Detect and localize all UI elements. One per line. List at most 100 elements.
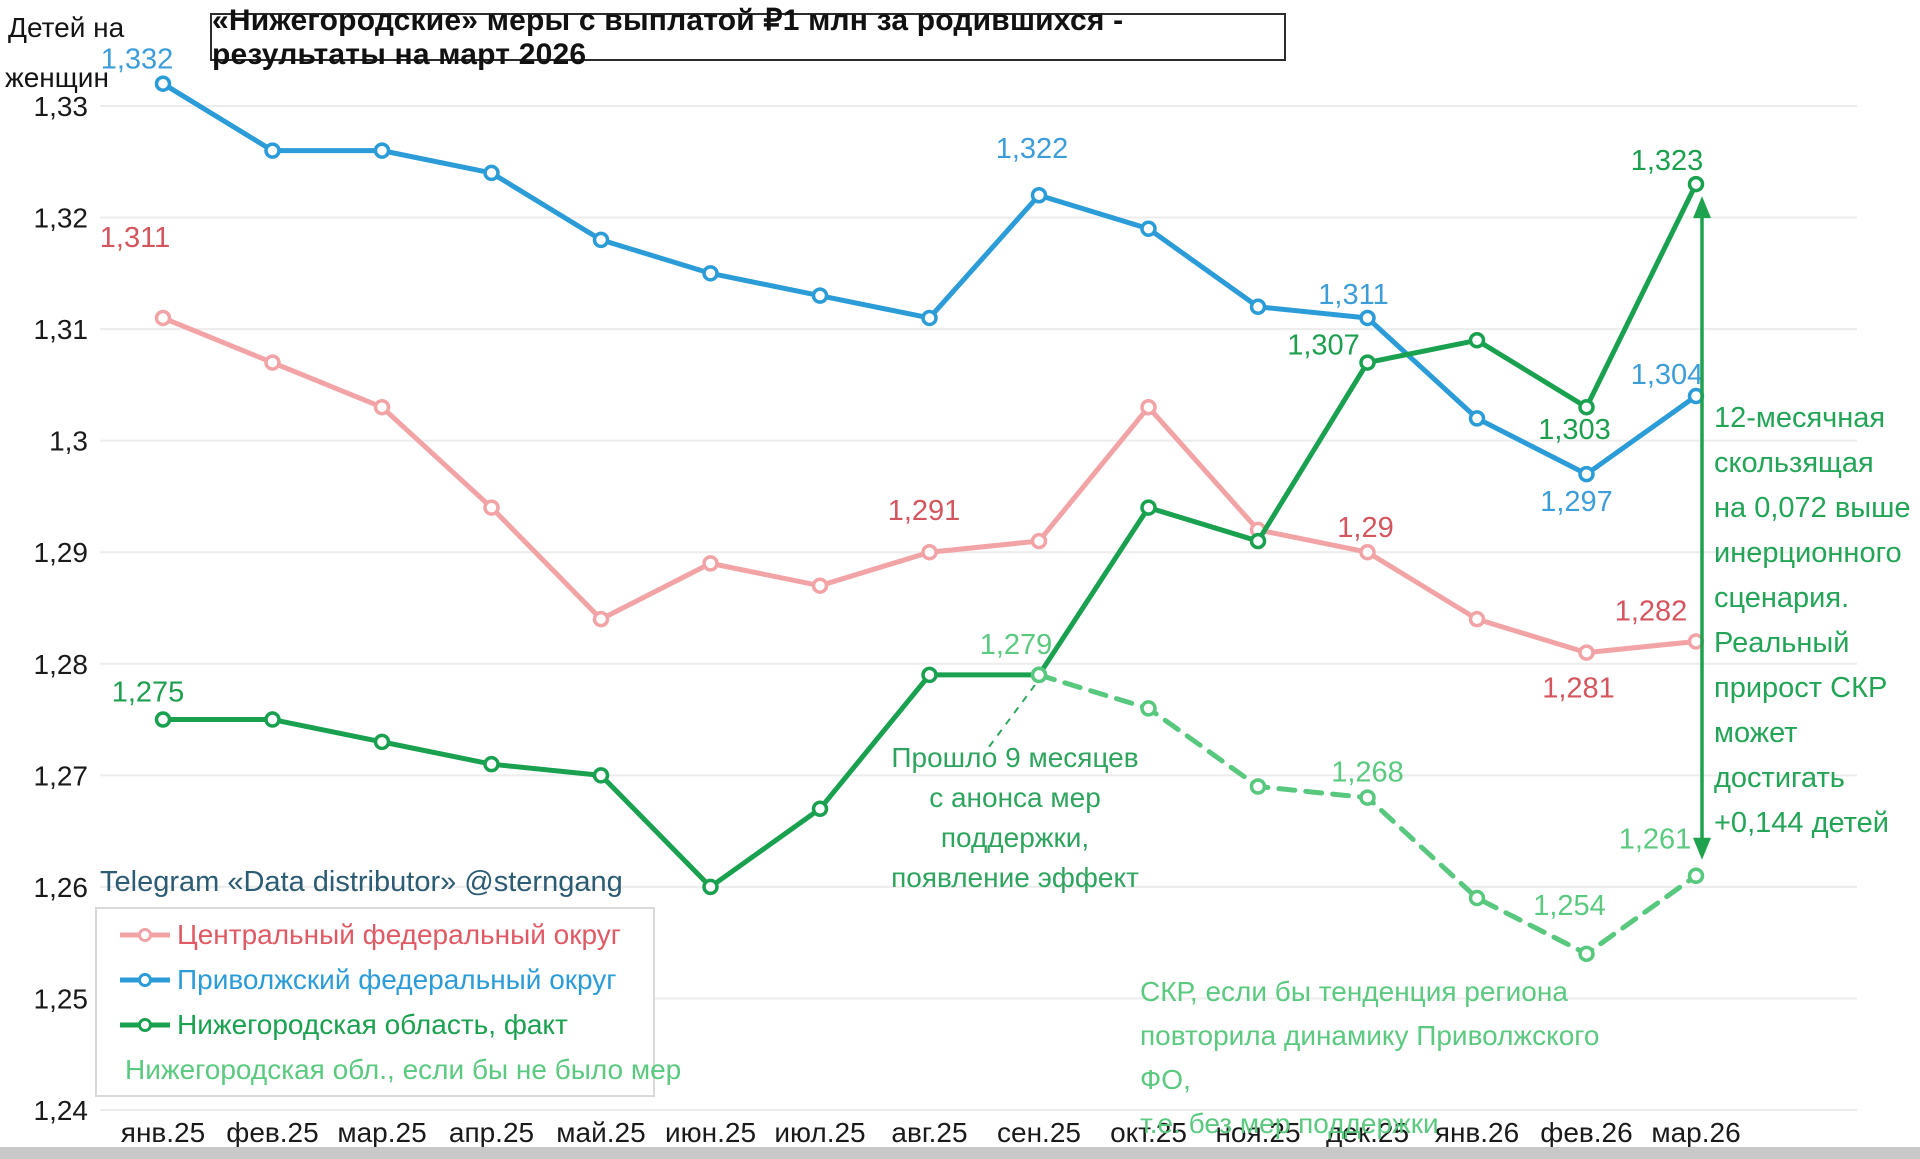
y-tick-label: 1,33 [34,91,89,122]
y-axis-unit-line2: женщин [5,62,109,93]
point-label: 1,282 [1615,595,1688,627]
chart-title-box: «Нижегородские» меры с выплатой ₽1 млн з… [210,4,1286,71]
point-label: 1,254 [1533,890,1606,922]
data-point-marker [811,800,829,818]
y-tick-label: 1,32 [34,203,89,234]
point-label: 1,279 [980,629,1053,661]
point-label: 1,311 [100,222,170,254]
x-tick-label: фев.25 [226,1117,318,1148]
data-point-marker [592,610,610,628]
data-point-marker [1578,398,1595,416]
series-line [160,315,1699,656]
legend-label: Нижегородская обл., если бы не было мер [125,1053,682,1085]
chart-title: «Нижегородские» меры с выплатой ₽1 млн з… [212,3,1124,71]
data-point-marker [1359,543,1376,561]
point-label: 1,275 [112,677,185,709]
x-tick-label: окт.25 [1110,1117,1187,1148]
point-label: 1,311 [1318,279,1388,311]
point-label: 1,268 [1331,757,1404,789]
data-point-marker [1687,867,1705,884]
legend-marker-icon [120,972,170,987]
point-label: 1,29 [1337,512,1393,544]
x-tick-label: мар.25 [337,1117,426,1148]
data-point-marker [1249,298,1267,316]
x-tick-label: апр.25 [449,1117,534,1148]
point-label: 1,323 [1631,145,1704,177]
data-point-marker [373,398,391,416]
data-point-marker [483,499,500,516]
data-point-marker [264,711,281,728]
x-tick-label: июл.25 [774,1117,865,1148]
data-point-marker [1140,398,1157,416]
y-axis-unit-line1: Детей на [8,12,125,43]
point-label: 1,303 [1538,414,1611,446]
x-tick-label: ноя.25 [1215,1117,1300,1148]
data-point-marker [483,755,500,773]
data-point-marker [921,666,938,684]
data-point-marker [1578,465,1595,483]
data-point-marker [1468,610,1486,628]
point-label: 1,307 [1287,330,1360,362]
data-point-marker [592,767,610,784]
y-tick-label: 1,25 [34,983,89,1014]
y-tick-label: 1,26 [34,872,89,903]
y-tick-label: 1,27 [34,760,89,791]
data-point-marker [154,711,172,728]
y-tick-label: 1,24 [34,1095,89,1126]
point-label: 1,261 [1619,824,1692,856]
data-point-marker [1468,410,1486,427]
point-label: 1,332 [101,44,174,76]
point-label: 1,291 [888,495,961,527]
data-point-marker [373,733,391,751]
data-point-marker [1359,354,1376,371]
data-point-marker [264,142,281,159]
telegram-watermark: Telegram «Data distributor» @sterngang [100,866,623,898]
annotation-effect-appeared: Прошло 9 месяцев с анонса мер поддержки,… [891,742,1139,893]
legend-item-2: Нижегородская область, факт [119,1007,653,1043]
chart-legend: Центральный федеральный округ Приволжский… [95,907,681,1097]
y-tick-label: 1,31 [34,314,89,345]
data-point-marker [702,555,719,572]
legend-item-1: Приволжский федеральный округ [119,962,653,998]
data-point-marker [154,309,172,327]
legend-label: Приволжский федеральный округ [177,963,617,995]
data-point-marker [1578,945,1595,963]
data-point-marker [1249,778,1267,795]
data-point-marker [811,287,829,304]
data-point-marker [154,75,172,92]
data-point-marker [1359,309,1376,327]
x-tick-label: фев.26 [1540,1117,1632,1148]
data-point-marker [921,543,938,561]
gap-arrow-head-down [1693,837,1711,860]
legend-label: Центральный федеральный округ [177,918,621,950]
x-tick-label: янв.26 [1435,1117,1519,1148]
legend-label: Нижегородская область, факт [177,1008,568,1040]
x-tick-label: дек.25 [1326,1117,1409,1148]
y-tick-label: 1,3 [49,426,88,457]
data-point-marker [483,164,500,182]
bottom-strip [0,1147,1920,1159]
data-point-marker [1578,644,1595,661]
data-point-marker [1030,186,1048,204]
annotation-counterfactual-note: СКР, если бы тенденция региона повторила… [1140,976,1600,1139]
point-label: 1,281 [1542,673,1615,705]
data-point-marker [1140,220,1157,237]
data-point-marker [264,354,281,371]
x-tick-label: сен.25 [997,1117,1081,1148]
legend-marker-icon [120,927,170,942]
data-point-marker [1140,499,1157,516]
point-label: 1,322 [996,133,1069,165]
legend-item-3: Нижегородская обл., если бы не было мер [119,1052,681,1088]
data-point-marker [373,142,391,159]
x-tick-label: мар.26 [1651,1117,1740,1148]
data-point-marker [1030,666,1048,684]
data-point-marker [592,231,610,249]
data-point-marker [702,878,719,896]
point-label: 1,297 [1540,486,1613,518]
x-tick-label: июн.25 [665,1117,756,1148]
data-point-marker [811,577,829,594]
data-point-marker [702,265,719,282]
data-point-marker [1359,789,1376,806]
y-tick-label: 1,28 [34,649,89,680]
